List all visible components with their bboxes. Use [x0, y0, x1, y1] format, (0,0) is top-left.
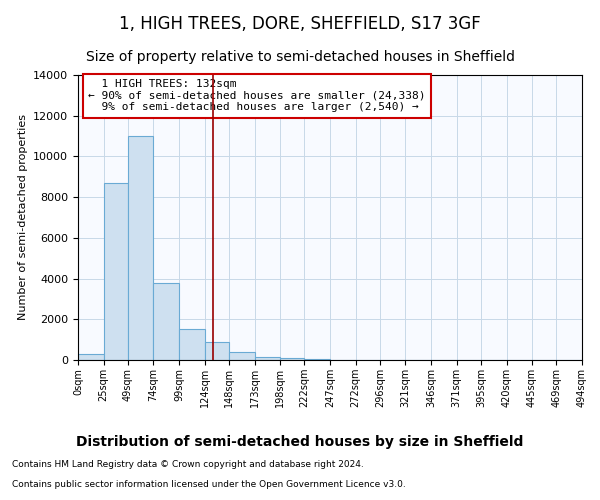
Bar — [104, 183, 128, 360]
Y-axis label: Number of semi-detached properties: Number of semi-detached properties — [17, 114, 28, 320]
Text: Contains public sector information licensed under the Open Government Licence v3: Contains public sector information licen… — [12, 480, 406, 489]
Bar — [205, 342, 229, 360]
Text: Contains HM Land Registry data © Crown copyright and database right 2024.: Contains HM Land Registry data © Crown c… — [12, 460, 364, 469]
Bar — [78, 354, 104, 360]
Bar — [304, 359, 330, 360]
Bar — [154, 282, 179, 360]
Text: Size of property relative to semi-detached houses in Sheffield: Size of property relative to semi-detach… — [86, 50, 515, 64]
Bar — [128, 136, 154, 360]
Text: Distribution of semi-detached houses by size in Sheffield: Distribution of semi-detached houses by … — [76, 435, 524, 449]
Text: 1, HIGH TREES, DORE, SHEFFIELD, S17 3GF: 1, HIGH TREES, DORE, SHEFFIELD, S17 3GF — [119, 15, 481, 33]
Bar — [280, 358, 304, 360]
Text: 1 HIGH TREES: 132sqm
← 90% of semi-detached houses are smaller (24,338)
  9% of : 1 HIGH TREES: 132sqm ← 90% of semi-detac… — [88, 80, 425, 112]
Bar — [254, 357, 280, 360]
Bar — [229, 352, 254, 360]
Bar — [179, 330, 205, 360]
